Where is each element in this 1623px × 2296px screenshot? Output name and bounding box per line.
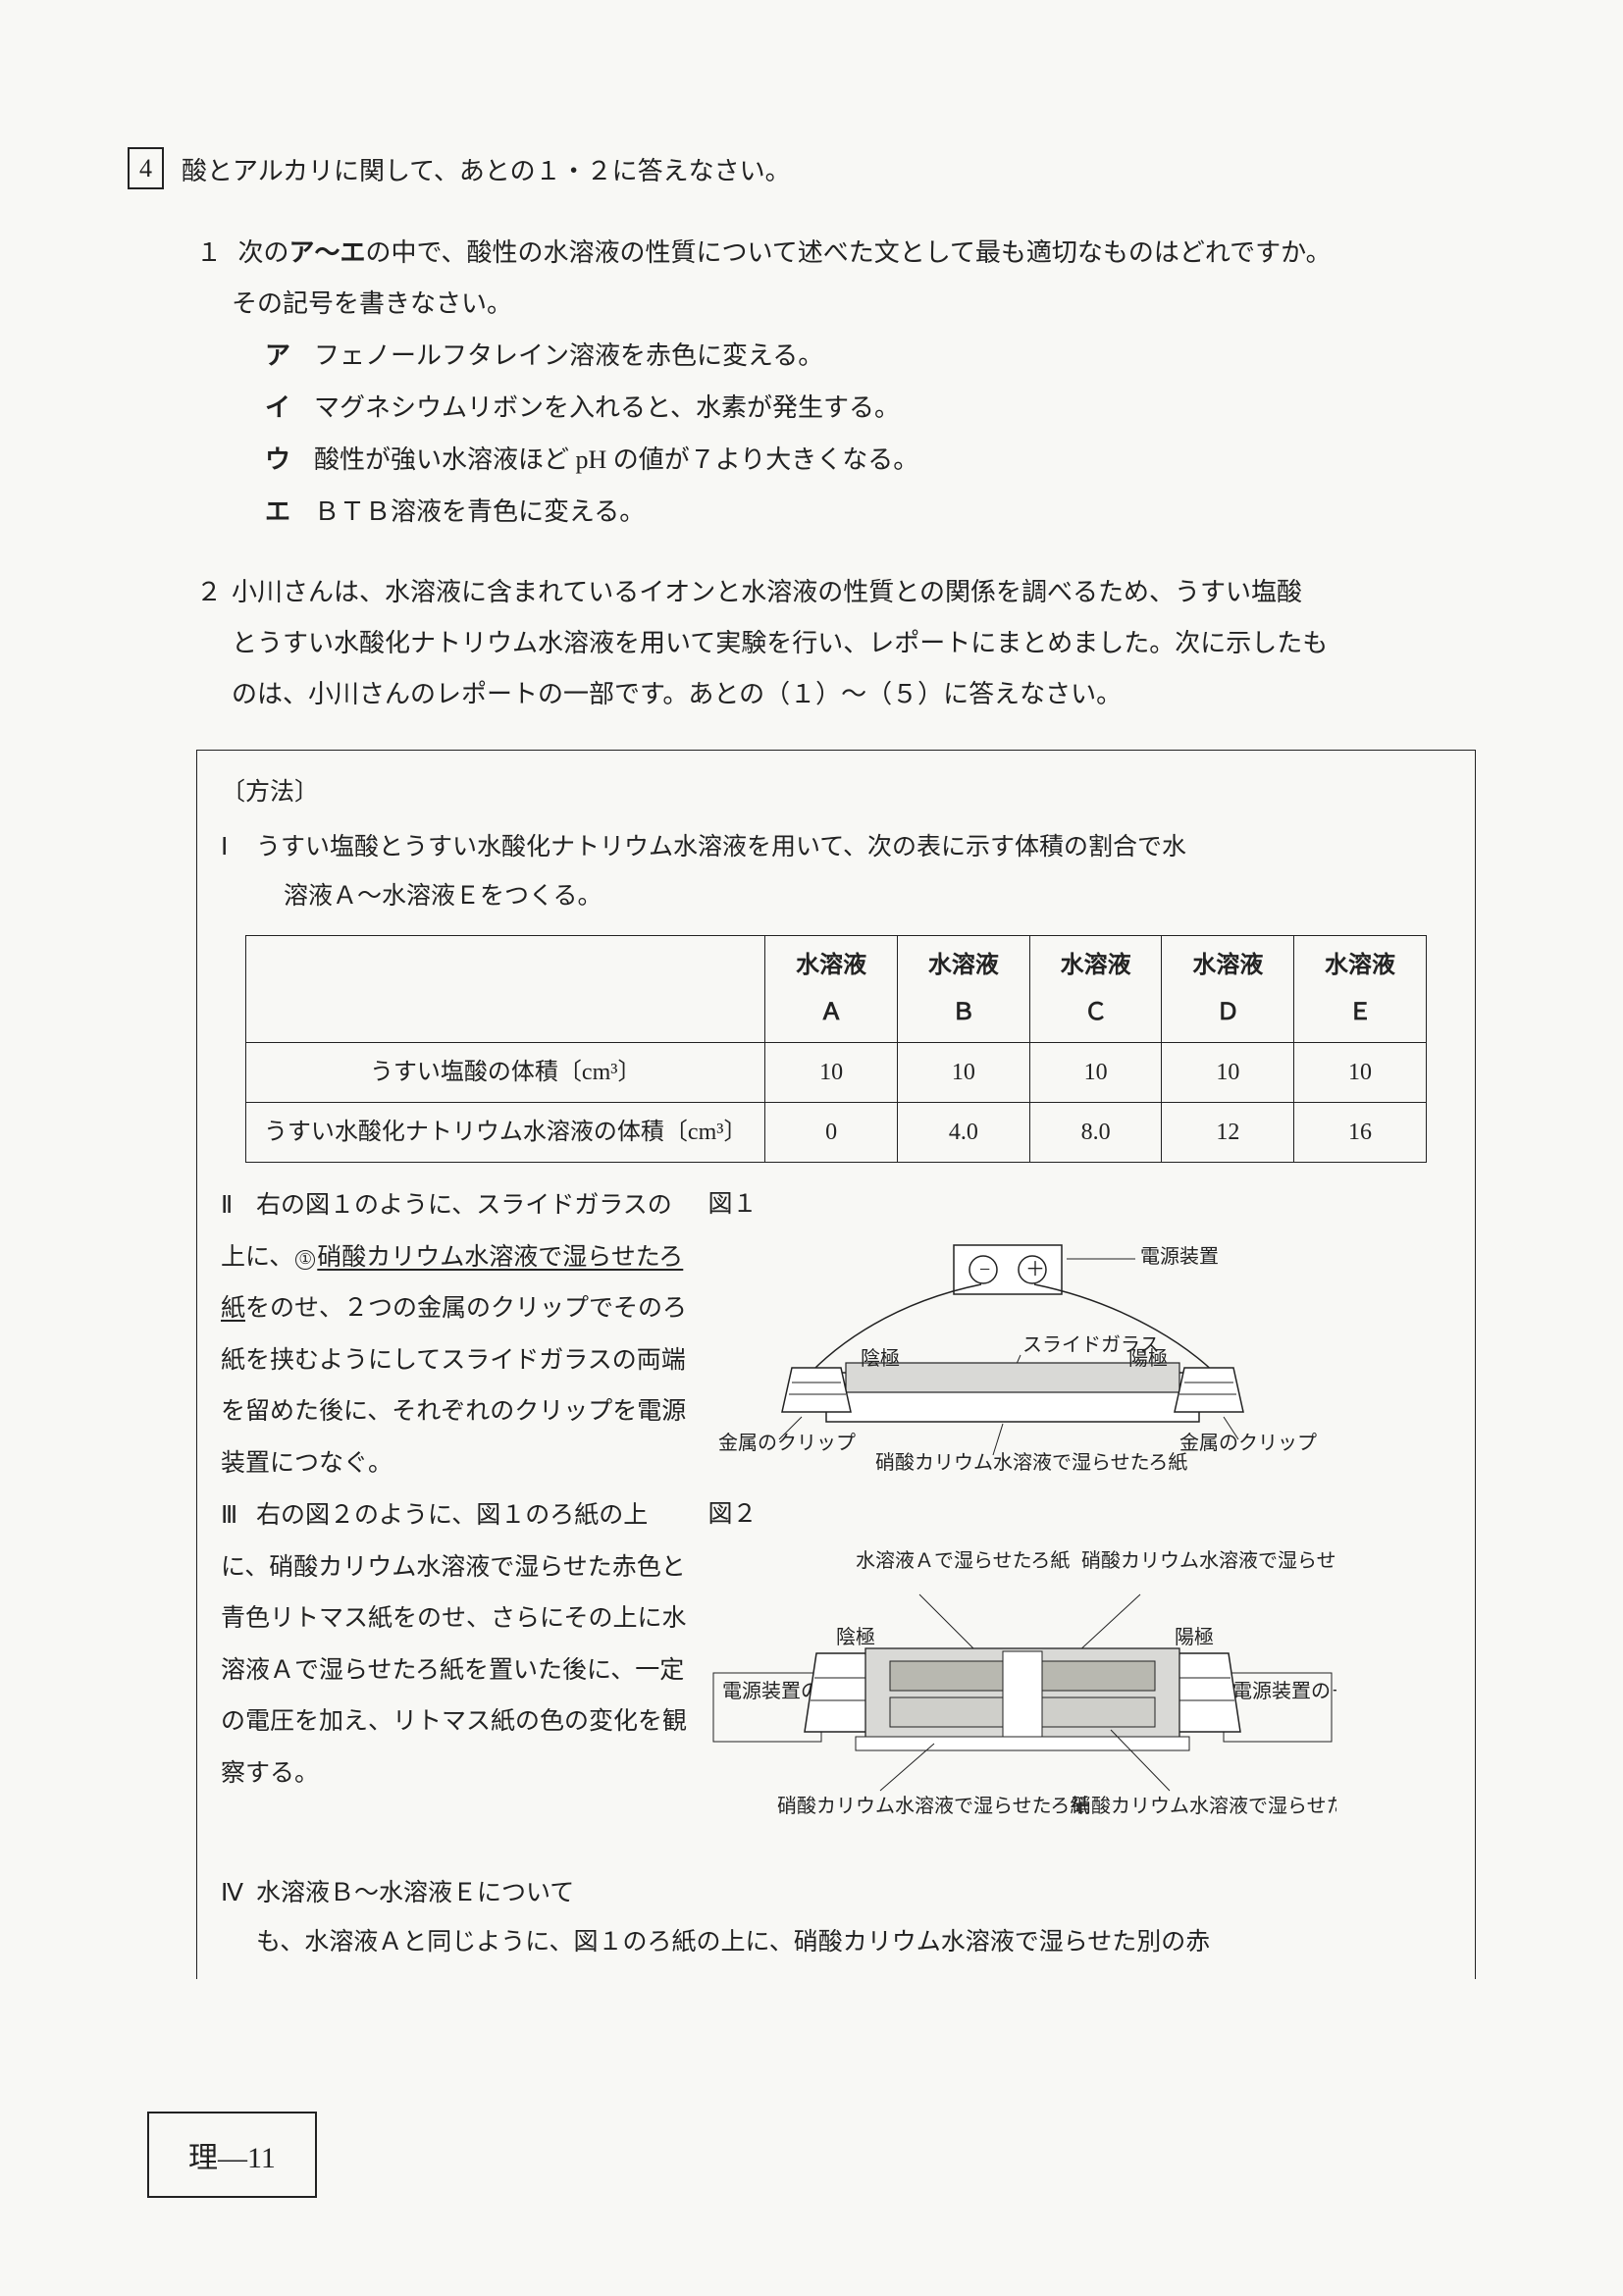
main-question-text: 酸とアルカリに関して、あとの１・２に答えなさい。: [182, 147, 791, 195]
col-B: 水溶液Ｂ: [898, 936, 1030, 1043]
table-row: うすい塩酸の体積〔cm³〕 10 10 10 10 10: [246, 1043, 1427, 1103]
method-box: 〔方法〕 Ⅰうすい塩酸とうすい水酸化ナトリウム水溶液を用いて、次の表に示す体積の…: [196, 750, 1476, 1979]
volume-table: 水溶液Ａ 水溶液Ｂ 水溶液Ｃ 水溶液Ｄ 水溶液Ｅ うすい塩酸の体積〔cm³〕 1…: [245, 935, 1427, 1163]
choice-e: エＢＴＢ溶液を青色に変える。: [265, 486, 1495, 538]
table-row: うすい水酸化ナトリウム水溶液の体積〔cm³〕 0 4.0 8.0 12 16: [246, 1103, 1427, 1163]
svg-text:硝酸カリウム水溶液で湿らせた赤色リトマス紙: 硝酸カリウム水溶液で湿らせた赤色リトマス紙: [1081, 1549, 1336, 1572]
svg-text:硝酸カリウム水溶液で湿らせた青色リトマス紙: 硝酸カリウム水溶液で湿らせた青色リトマス紙: [1072, 1795, 1336, 1817]
figure-1-svg: − ＋ 電源装置 スライドガラス 陰極: [708, 1235, 1317, 1490]
svg-text:硝酸カリウム水溶液で湿らせたろ紙: 硝酸カリウム水溶液で湿らせたろ紙: [875, 1451, 1187, 1474]
svg-text:電源装置: 電源装置: [1140, 1245, 1219, 1268]
col-E: 水溶液Ｅ: [1294, 936, 1427, 1043]
choice-a: アフェノールフタレイン溶液を赤色に変える。: [265, 330, 1495, 382]
col-A: 水溶液Ａ: [765, 936, 898, 1043]
svg-text:＋: ＋: [1025, 1259, 1045, 1280]
svg-text:陽極: 陽極: [1175, 1626, 1214, 1648]
figure-2-svg: 水溶液Ａで湿らせたろ紙 硝酸カリウム水溶液で湿らせた赤色リトマス紙 陰極 陽極 …: [708, 1545, 1336, 1869]
sub1-text-c: その記号を書きなさい。: [232, 289, 512, 318]
page-footer: 理―11: [147, 2112, 317, 2198]
svg-text:水溶液Ａで湿らせたろ紙: 水溶液Ａで湿らせたろ紙: [856, 1549, 1070, 1572]
method-III-text: Ⅲ右の図２のように、図１のろ紙の上に、硝酸カリウム水溶液で湿らせた赤色と青色リト…: [221, 1490, 689, 1869]
table-header-row: 水溶液Ａ 水溶液Ｂ 水溶液Ｃ 水溶液Ｄ 水溶液Ｅ: [246, 936, 1427, 1043]
figure-2: 図２ 水溶液Ａで湿らせたろ紙 硝酸カリウム水溶液で湿らせた赤色リトマス紙 陰極 …: [708, 1490, 1451, 1869]
method-title: 〔方法〕: [221, 768, 1451, 817]
circled-1-icon: ①: [295, 1250, 315, 1270]
choice-i: イマグネシウムリボンを入れると、水素が発生する。: [265, 382, 1495, 434]
method-II-row: Ⅱ右の図１のように、スライドガラスの上に、①硝酸カリウム水溶液で湿らせたろ紙をの…: [221, 1180, 1451, 1490]
svg-text:陰極: 陰極: [836, 1626, 875, 1648]
sub1-text-a: 次の: [238, 238, 289, 267]
svg-text:金属のクリップ: 金属のクリップ: [718, 1432, 856, 1454]
svg-text:電源装置の＋極へ: 電源装置の＋極へ: [1232, 1680, 1336, 1702]
method-III-row: Ⅲ右の図２のように、図１のろ紙の上に、硝酸カリウム水溶液で湿らせた赤色と青色リト…: [221, 1490, 1451, 1869]
method-I: Ⅰうすい塩酸とうすい水酸化ナトリウム水溶液を用いて、次の表に示す体積の割合で水 …: [221, 823, 1451, 921]
svg-text:陰極: 陰極: [861, 1347, 900, 1370]
sub-question-2: ２小川さんは、水溶液に含まれているイオンと水溶液の性質との関係を調べるため、うす…: [196, 567, 1495, 720]
method-II-text: Ⅱ右の図１のように、スライドガラスの上に、①硝酸カリウム水溶液で湿らせたろ紙をの…: [221, 1180, 689, 1490]
svg-text:金属のクリップ: 金属のクリップ: [1179, 1432, 1317, 1454]
figure-1: 図１ − ＋ 電源装置 スライドガラス: [708, 1180, 1451, 1490]
svg-text:−: −: [979, 1259, 990, 1280]
sub1-bold: ア～エ: [289, 237, 366, 267]
sub2-l2: とうすい水酸化ナトリウム水溶液を用いて実験を行い、レポートにまとめました。次に示…: [232, 629, 1328, 657]
choice-u: ウ酸性が強い水溶液ほど pH の値が７より大きくなる。: [265, 434, 1495, 486]
sub1-number: １: [196, 228, 232, 279]
col-D: 水溶液Ｄ: [1162, 936, 1294, 1043]
sub-question-1: １ 次のア～エの中で、酸性の水溶液の性質について述べた文として最も適切なものはど…: [196, 227, 1495, 538]
sub1-text-b: の中で、酸性の水溶液の性質について述べた文として最も適切なものはどれですか。: [366, 238, 1332, 267]
sub2-l3: のは、小川さんのレポートの一部です。あとの（１）～（５）に答えなさい。: [232, 680, 1122, 708]
main-question: 4 酸とアルカリに関して、あとの１・２に答えなさい。: [128, 147, 1495, 195]
sub2-l1: 小川さんは、水溶液に含まれているイオンと水溶液の性質との関係を調べるため、うすい…: [232, 578, 1302, 606]
col-C: 水溶液Ｃ: [1029, 936, 1162, 1043]
svg-text:硝酸カリウム水溶液で湿らせたろ紙: 硝酸カリウム水溶液で湿らせたろ紙: [777, 1795, 1089, 1817]
method-IV: Ⅳ水溶液Ｂ～水溶液Ｅについて も、水溶液Ａと同じように、図１のろ紙の上に、硝酸カ…: [221, 1869, 1451, 1967]
sub2-number: ２: [196, 567, 232, 618]
svg-text:陽極: 陽極: [1128, 1347, 1168, 1370]
question-number-box: 4: [128, 147, 164, 189]
